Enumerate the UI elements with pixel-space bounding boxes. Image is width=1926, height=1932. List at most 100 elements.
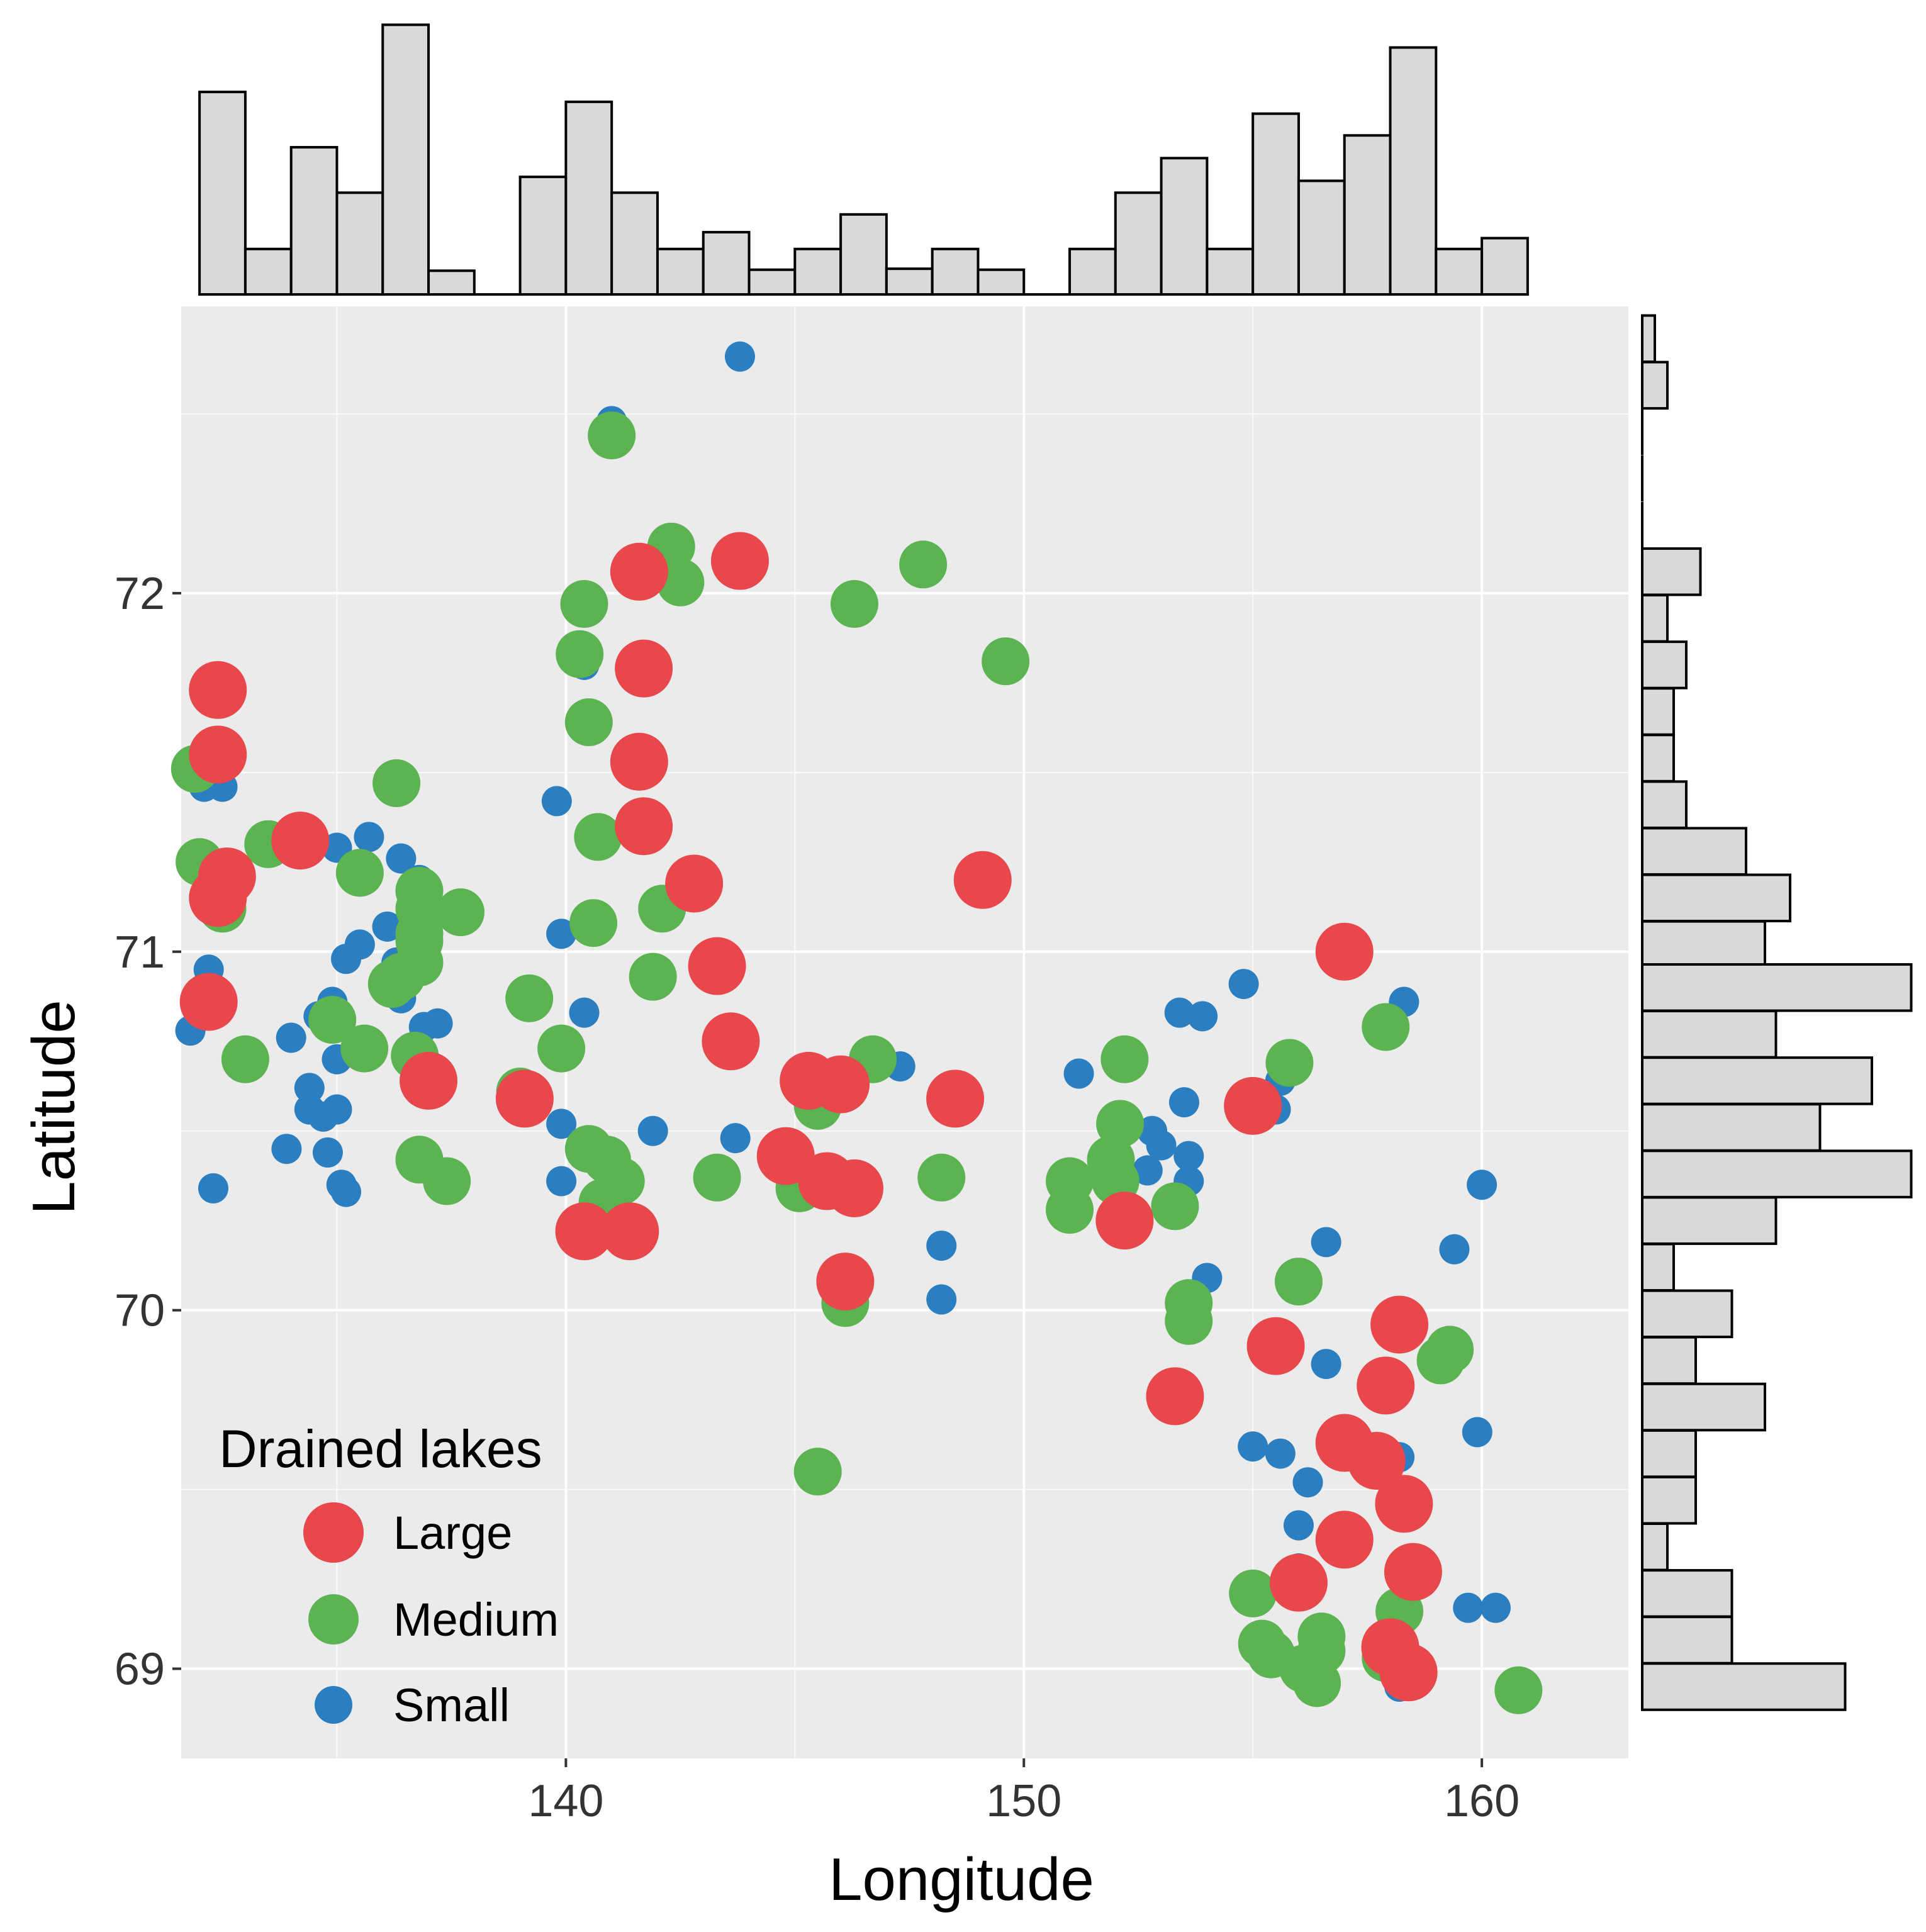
- small-lake-point: [546, 1108, 577, 1139]
- small-lake-point: [386, 843, 417, 874]
- large-lake-point: [1379, 1643, 1438, 1702]
- longitude-histogram-bar: [1251, 112, 1300, 296]
- longitude-histogram-bar: [518, 176, 568, 296]
- small-lake-point: [1146, 1130, 1177, 1161]
- medium-lake-point: [982, 637, 1030, 686]
- longitude-histogram-bar: [244, 247, 293, 296]
- longitude-histogram-bar: [381, 23, 430, 296]
- small-lake-point: [1467, 1170, 1498, 1200]
- longitude-histogram-bar: [702, 231, 751, 296]
- small-lake-point: [1187, 1001, 1218, 1032]
- small-lake-point: [1283, 1510, 1314, 1541]
- medium-lake-point: [917, 1153, 966, 1202]
- large-lake-point: [702, 1012, 760, 1071]
- large-lake-point: [953, 851, 1012, 909]
- large-lake-series: [179, 532, 1442, 1702]
- latitude-histogram-bar: [1641, 594, 1669, 643]
- large-lake-point: [1347, 1432, 1406, 1490]
- latitude-histogram-bar: [1641, 1336, 1697, 1385]
- longitude-histogram: [198, 23, 1529, 296]
- small-lake-point: [569, 997, 600, 1028]
- latitude-histogram-bar: [1641, 734, 1675, 783]
- small-lake-point: [271, 1134, 302, 1164]
- small-lake-point: [1063, 1058, 1094, 1089]
- medium-lake-point: [1229, 1569, 1277, 1617]
- small-lake-point: [1462, 1417, 1492, 1448]
- large-lake-point: [926, 1069, 985, 1128]
- small-lake-point: [1480, 1592, 1511, 1623]
- small-lake-point: [198, 1173, 228, 1203]
- latitude-histogram-bar: [1641, 314, 1656, 364]
- longitude-histogram-bar: [1343, 134, 1392, 296]
- longitude-histogram-bar: [1160, 157, 1209, 296]
- small-lake-point: [926, 1284, 957, 1315]
- large-lake-point: [189, 725, 247, 784]
- small-lake-point: [344, 929, 375, 960]
- small-lake-point: [354, 822, 384, 852]
- longitude-histogram-bar: [1114, 191, 1163, 296]
- small-lake-point: [546, 919, 577, 949]
- latitude-histogram-bar: [1641, 963, 1913, 1012]
- longitude-histogram-bar: [335, 191, 384, 296]
- medium-lake-point: [423, 1157, 471, 1205]
- latitude-histogram-bar: [1641, 1149, 1913, 1198]
- latitude-histogram-bar: [1641, 360, 1669, 410]
- medium-lake-point: [1362, 1003, 1410, 1051]
- large-lake-point: [1384, 1543, 1442, 1601]
- large-lake-point: [812, 1055, 870, 1114]
- medium-lake-point: [505, 974, 554, 1022]
- latitude-histogram-bar: [1641, 920, 1766, 969]
- longitude-histogram-bar: [839, 213, 888, 296]
- legend-label-large: Large: [393, 1507, 512, 1559]
- longitude-histogram-bar: [610, 191, 659, 296]
- latitude-histogram-bar: [1641, 1289, 1733, 1339]
- medium-lake-point: [436, 888, 484, 937]
- legend-key-small: [315, 1686, 352, 1724]
- latitude-histogram-bar: [1641, 1382, 1766, 1432]
- small-lake-point: [1311, 1227, 1341, 1258]
- large-lake-point: [495, 1069, 554, 1128]
- small-lake-point: [422, 1008, 453, 1039]
- latitude-histogram-bar: [1641, 1662, 1847, 1711]
- longitude-histogram-bar: [977, 268, 1026, 296]
- latitude-histogram-bar: [1641, 640, 1688, 690]
- small-lake-point: [1164, 997, 1195, 1028]
- longitude-histogram-bar: [793, 247, 843, 296]
- small-lake-point: [276, 1022, 306, 1053]
- large-lake-point: [610, 732, 668, 791]
- y-tick-label: 70: [115, 1286, 165, 1336]
- medium-lake-point: [1265, 1039, 1314, 1087]
- large-lake-point: [688, 937, 746, 995]
- large-lake-point: [189, 869, 247, 927]
- longitude-histogram-bar: [1297, 179, 1346, 296]
- latitude-histogram-bar: [1641, 1196, 1778, 1245]
- medium-lake-point: [340, 1024, 389, 1073]
- medium-lake-point: [221, 1035, 269, 1083]
- medium-lake-point: [560, 579, 608, 628]
- latitude-histogram-bar: [1641, 780, 1688, 829]
- latitude-histogram-bar: [1641, 827, 1747, 876]
- medium-lake-point: [367, 960, 416, 1008]
- latitude-histogram-bar: [1641, 1475, 1697, 1525]
- medium-lake-point: [564, 698, 613, 747]
- medium-lake-point: [629, 952, 677, 1001]
- medium-lake-point: [793, 1448, 842, 1496]
- latitude-histogram-bar: [1641, 1569, 1733, 1618]
- small-lake-point: [1132, 1155, 1163, 1186]
- large-lake-point: [1224, 1076, 1282, 1135]
- medium-lake-point: [1274, 1258, 1323, 1306]
- y-tick-label: 69: [115, 1644, 165, 1695]
- large-lake-point: [825, 1159, 883, 1217]
- small-lake-point: [546, 1166, 577, 1197]
- medium-lake-point: [1416, 1336, 1465, 1385]
- longitude-histogram-bar: [1389, 46, 1438, 296]
- large-lake-point: [271, 812, 330, 870]
- longitude-histogram-bar: [289, 146, 339, 296]
- medium-lake-point: [308, 996, 357, 1044]
- small-lake-point: [1228, 969, 1259, 1000]
- y-tick-label: 71: [115, 927, 165, 978]
- legend-key-medium: [308, 1594, 359, 1644]
- small-lake-point: [312, 1137, 343, 1168]
- small-lake-point: [720, 1123, 751, 1154]
- longitude-histogram-bar: [747, 268, 797, 296]
